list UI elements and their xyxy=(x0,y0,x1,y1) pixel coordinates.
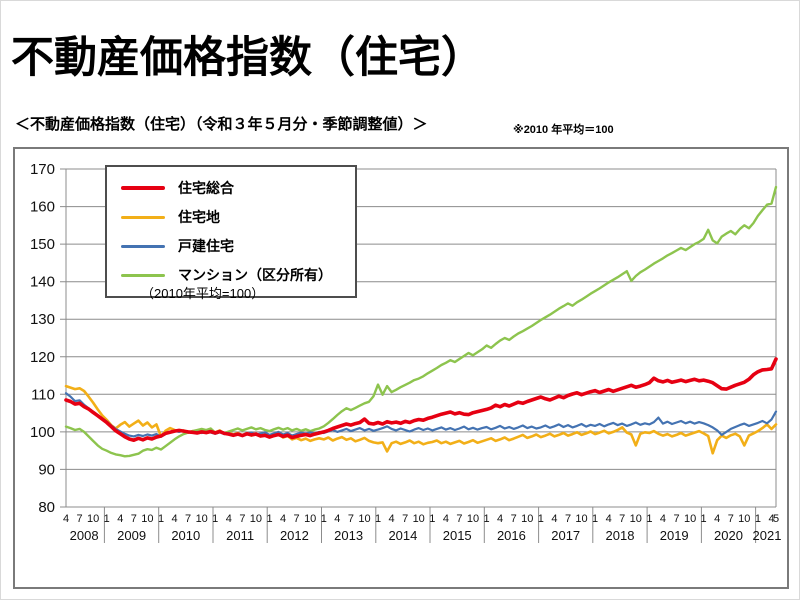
svg-text:4: 4 xyxy=(171,513,177,525)
svg-text:1: 1 xyxy=(375,513,381,525)
svg-text:2018: 2018 xyxy=(606,528,635,543)
svg-text:4: 4 xyxy=(497,513,503,525)
svg-text:10: 10 xyxy=(358,513,370,525)
svg-text:10: 10 xyxy=(738,513,750,525)
svg-text:2014: 2014 xyxy=(388,528,417,543)
svg-text:2019: 2019 xyxy=(660,528,689,543)
chart-legend: 住宅総合 住宅地 戸建住宅 マンション（区分所有） xyxy=(105,165,357,298)
svg-text:2011: 2011 xyxy=(226,528,254,543)
svg-text:7: 7 xyxy=(728,513,734,525)
svg-text:2010: 2010 xyxy=(171,528,200,543)
svg-text:1: 1 xyxy=(266,513,272,525)
svg-text:160: 160 xyxy=(30,199,55,216)
svg-text:150: 150 xyxy=(30,236,55,253)
svg-text:10: 10 xyxy=(304,513,316,525)
svg-text:10: 10 xyxy=(196,513,208,525)
svg-text:10: 10 xyxy=(521,513,533,525)
svg-text:4: 4 xyxy=(660,513,666,525)
svg-text:10: 10 xyxy=(575,513,587,525)
legend-label: マンション（区分所有） xyxy=(178,267,332,283)
svg-text:1: 1 xyxy=(538,513,544,525)
svg-text:10: 10 xyxy=(467,513,479,525)
legend-label: 戸建住宅 xyxy=(178,238,234,254)
svg-text:80: 80 xyxy=(38,499,55,516)
svg-text:4: 4 xyxy=(443,513,449,525)
svg-text:2015: 2015 xyxy=(443,528,472,543)
svg-text:120: 120 xyxy=(30,349,55,366)
svg-text:7: 7 xyxy=(185,513,191,525)
svg-text:130: 130 xyxy=(30,311,55,328)
svg-text:110: 110 xyxy=(31,386,55,403)
svg-text:1: 1 xyxy=(592,513,598,525)
svg-text:2020: 2020 xyxy=(714,528,743,543)
svg-text:1: 1 xyxy=(646,513,652,525)
svg-text:10: 10 xyxy=(87,513,99,525)
svg-text:7: 7 xyxy=(348,513,354,525)
legend-item-residential-land: 住宅地 xyxy=(121,207,341,227)
svg-text:140: 140 xyxy=(30,274,55,291)
svg-text:170: 170 xyxy=(30,161,55,178)
svg-text:1: 1 xyxy=(701,513,707,525)
svg-text:7: 7 xyxy=(239,513,245,525)
svg-text:10: 10 xyxy=(413,513,425,525)
legend-item-residential-total: 住宅総合 xyxy=(121,178,341,198)
svg-text:7: 7 xyxy=(402,513,408,525)
svg-text:7: 7 xyxy=(77,513,83,525)
svg-text:1: 1 xyxy=(104,513,110,525)
svg-text:1: 1 xyxy=(158,513,164,525)
svg-text:4: 4 xyxy=(714,513,720,525)
svg-text:4: 4 xyxy=(117,513,123,525)
svg-text:4: 4 xyxy=(389,513,395,525)
page-title: 不動産価格指数（住宅） xyxy=(11,34,484,82)
svg-text:1: 1 xyxy=(429,513,435,525)
svg-text:7: 7 xyxy=(565,513,571,525)
svg-text:2013: 2013 xyxy=(334,528,363,543)
legend-label: 住宅総合 xyxy=(178,180,234,196)
svg-text:10: 10 xyxy=(684,513,696,525)
base-year-note: ※2010 年平均＝100 xyxy=(513,124,614,136)
svg-text:2021: 2021 xyxy=(753,528,782,543)
svg-text:90: 90 xyxy=(38,461,55,478)
svg-text:100: 100 xyxy=(30,424,55,441)
legend-line-sample-red xyxy=(121,186,165,190)
svg-text:5: 5 xyxy=(773,513,779,525)
legend-line-sample-blue xyxy=(121,244,165,248)
svg-text:2009: 2009 xyxy=(117,528,146,543)
svg-text:1: 1 xyxy=(484,513,490,525)
legend-line-sample-green xyxy=(121,273,165,277)
svg-text:2012: 2012 xyxy=(280,528,309,543)
svg-text:4: 4 xyxy=(63,513,69,525)
chart-frame: 80 90 100 110 120 130 140 150 160 170 4 7 10 1 4 7 10 1 4 7… xyxy=(13,147,789,589)
svg-text:7: 7 xyxy=(673,513,679,525)
svg-text:4: 4 xyxy=(551,513,557,525)
svg-text:7: 7 xyxy=(511,513,517,525)
svg-text:7: 7 xyxy=(456,513,462,525)
legend-label: 住宅地 xyxy=(178,209,220,225)
svg-text:4: 4 xyxy=(226,513,232,525)
legend-item-detached-house: 戸建住宅 xyxy=(121,236,341,256)
svg-text:2016: 2016 xyxy=(497,528,526,543)
svg-text:2008: 2008 xyxy=(70,528,99,543)
svg-text:4: 4 xyxy=(334,513,340,525)
chart-subtitle: ＜不動産価格指数（住宅）（令和３年５月分・季節調整値）＞ xyxy=(15,116,428,133)
svg-text:10: 10 xyxy=(141,513,153,525)
legend-line-sample-yellow xyxy=(121,215,165,219)
svg-text:1: 1 xyxy=(755,513,761,525)
svg-text:10: 10 xyxy=(250,513,262,525)
svg-text:1: 1 xyxy=(212,513,218,525)
legend-item-condominium: マンション（区分所有） xyxy=(121,265,341,285)
svg-text:7: 7 xyxy=(294,513,300,525)
svg-text:7: 7 xyxy=(131,513,137,525)
chart-caption: （2010年平均=100） xyxy=(141,286,265,301)
svg-text:4: 4 xyxy=(768,513,774,525)
svg-text:7: 7 xyxy=(619,513,625,525)
svg-text:4: 4 xyxy=(280,513,286,525)
svg-text:2017: 2017 xyxy=(551,528,580,543)
svg-text:4: 4 xyxy=(606,513,612,525)
svg-text:10: 10 xyxy=(630,513,642,525)
svg-text:1: 1 xyxy=(321,513,327,525)
